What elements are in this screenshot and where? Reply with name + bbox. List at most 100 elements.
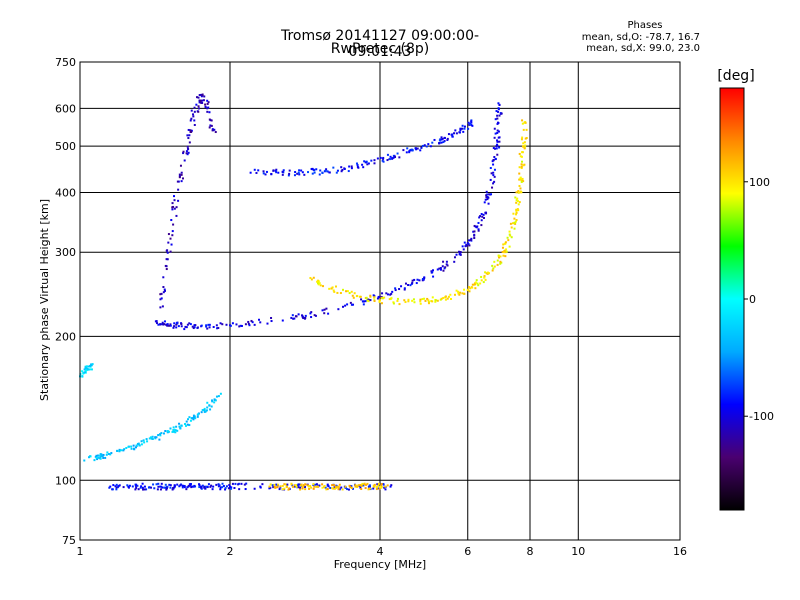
data-point <box>301 314 304 317</box>
data-point <box>307 171 310 174</box>
data-point <box>407 300 410 303</box>
data-point <box>143 441 146 444</box>
data-point <box>440 297 443 300</box>
data-point <box>335 171 338 174</box>
data-point <box>453 132 456 135</box>
data-point <box>204 103 207 106</box>
data-point <box>509 234 512 237</box>
data-point <box>474 287 477 290</box>
data-point <box>350 290 353 293</box>
data-point <box>205 325 208 328</box>
data-point <box>115 488 118 491</box>
data-point <box>470 120 473 123</box>
data-point <box>366 299 369 302</box>
data-point <box>312 487 315 490</box>
data-point <box>472 230 475 233</box>
data-point <box>328 287 331 290</box>
data-point <box>386 293 389 296</box>
data-point <box>186 153 189 156</box>
data-point <box>444 296 447 299</box>
data-point <box>496 117 499 120</box>
colorbar-label: [deg] <box>717 68 755 84</box>
data-point <box>257 169 260 172</box>
data-point <box>377 482 380 485</box>
data-point <box>403 287 406 290</box>
data-point <box>482 216 485 219</box>
data-point <box>285 485 288 488</box>
data-point <box>171 488 174 491</box>
data-point <box>359 295 362 298</box>
data-point <box>221 486 224 489</box>
data-point <box>497 108 500 111</box>
data-point <box>394 287 397 290</box>
data-point <box>185 420 188 423</box>
data-point <box>383 296 386 299</box>
data-point <box>396 299 399 302</box>
data-point <box>515 201 518 204</box>
data-point <box>479 215 482 218</box>
data-point <box>292 317 295 320</box>
data-point <box>169 484 172 487</box>
data-point <box>520 165 523 168</box>
data-point <box>161 321 164 324</box>
data-point <box>409 149 412 152</box>
data-point <box>398 156 401 159</box>
data-point <box>171 430 174 433</box>
data-point <box>383 486 386 489</box>
data-point <box>277 171 280 174</box>
data-point <box>488 272 491 275</box>
data-point <box>171 202 174 205</box>
data-point <box>262 172 265 175</box>
data-point <box>192 327 195 330</box>
data-point <box>369 295 372 298</box>
data-point <box>443 267 446 270</box>
data-point <box>503 251 506 254</box>
data-point <box>485 272 488 275</box>
colorbar-tick-label: 100 <box>749 176 770 189</box>
plot-frame <box>79 61 681 541</box>
data-point <box>102 453 105 456</box>
data-point <box>217 395 220 398</box>
data-point <box>296 484 299 487</box>
data-point <box>364 300 367 303</box>
data-point <box>281 173 284 176</box>
data-point <box>138 444 141 447</box>
data-point <box>136 484 139 487</box>
data-point <box>493 168 496 171</box>
data-point <box>140 440 143 443</box>
y-tick-label: 100 <box>55 474 76 487</box>
data-point <box>97 456 100 459</box>
data-point <box>317 283 320 286</box>
data-point <box>462 130 465 133</box>
data-point <box>352 296 355 299</box>
data-point <box>496 140 499 143</box>
data-point <box>188 416 191 419</box>
data-point <box>161 305 164 308</box>
data-point <box>347 170 350 173</box>
x-tick-label: 8 <box>527 545 534 558</box>
data-point <box>313 171 316 174</box>
data-point <box>313 485 316 488</box>
data-point <box>275 168 278 171</box>
data-point <box>461 245 464 248</box>
data-point <box>363 160 366 163</box>
data-point <box>244 323 247 326</box>
data-point <box>151 437 154 440</box>
data-point <box>403 288 406 291</box>
data-point <box>425 145 428 148</box>
phase-stats-x-mode: mean, sd,X: 99.0, 23.0 <box>586 43 700 54</box>
data-point <box>224 488 227 491</box>
data-point <box>310 486 313 489</box>
data-point <box>156 488 159 491</box>
colorbar-tick-label: 0 <box>749 293 756 306</box>
data-point <box>262 170 265 173</box>
data-point <box>155 483 158 486</box>
y-axis-label: Stationary phase Virtual Height [km] <box>38 199 51 401</box>
data-point <box>189 323 192 326</box>
data-point <box>141 486 144 489</box>
data-point <box>350 486 353 489</box>
data-point <box>468 244 471 247</box>
data-point <box>361 482 364 485</box>
data-point <box>210 124 213 127</box>
data-point <box>201 409 204 412</box>
